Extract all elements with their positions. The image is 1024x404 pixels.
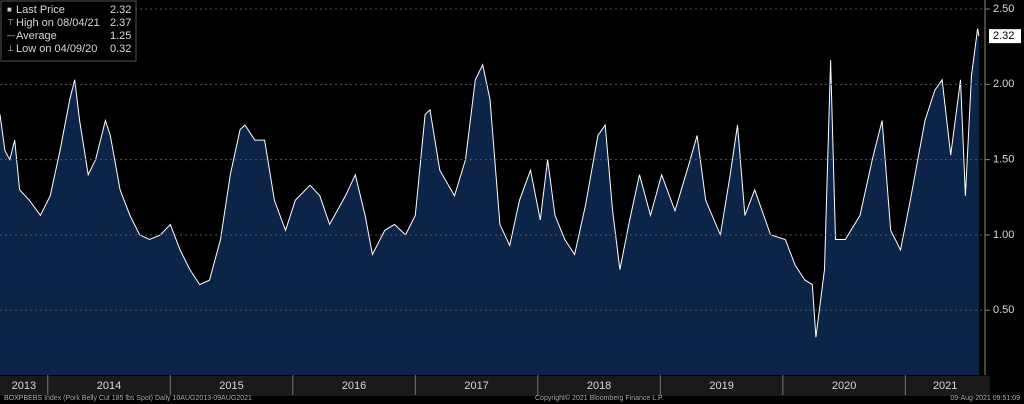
- legend-value: 2.37: [110, 17, 131, 29]
- axes: 0.50 1.00 1.50 2.00 2.50 2013 2014 2015 2016 2017…: [0, 0, 1021, 395]
- last-price-tag: [989, 29, 1021, 44]
- plot-area: [0, 28, 980, 375]
- x-tick-label: 2016: [342, 380, 366, 392]
- legend-value: 1.25: [110, 30, 131, 42]
- x-tick-label: 2021: [933, 380, 957, 392]
- legend-box: [0, 0, 137, 62]
- x-tick-label: 2015: [219, 380, 243, 392]
- y-tick-label: 2.50: [993, 3, 1014, 15]
- legend-marker: ⊤: [7, 18, 14, 27]
- legend-marker: —: [7, 31, 15, 40]
- legend: ■ Last Price 2.32 ⊤ High on 08/04/21 2.37 — Ave…: [7, 4, 131, 55]
- legend-marker: ■: [7, 5, 12, 14]
- area: [0, 28, 979, 375]
- last-price-label: 2.32: [993, 30, 1014, 42]
- y-tick-label: 1.50: [993, 154, 1014, 166]
- footer-ticker: BOXPBEBS Index (Pork Belly Cut 185 lbs S…: [4, 395, 153, 402]
- legend-value: 0.32: [110, 43, 131, 55]
- x-tick-label: 2013: [12, 380, 36, 392]
- x-tick-label: 2017: [464, 380, 488, 392]
- legend-label: Last Price: [16, 4, 65, 16]
- legend-label: Average: [16, 30, 57, 42]
- footer-copyright: Copyright© 2021 Bloomberg Finance L.P.: [535, 394, 664, 402]
- legend-marker: ⊥: [7, 44, 14, 53]
- footer-timestamp: 09-Aug-2021 09:51:09: [950, 395, 1020, 402]
- y-tick-label: 0.50: [993, 304, 1014, 316]
- y-tick-label: 2.00: [993, 78, 1014, 90]
- x-tick-label: 2019: [709, 380, 733, 392]
- line: [0, 28, 980, 338]
- legend-label: Low on 04/09/20: [16, 43, 97, 55]
- legend-label: High on 08/04/21: [16, 17, 100, 29]
- x-axis-band: [0, 376, 990, 396]
- legend-value: 2.32: [110, 4, 131, 16]
- footer-range: Daily 10AUG2013-09AUG2021: [155, 395, 252, 402]
- x-tick-label: 2020: [832, 380, 856, 392]
- y-tick-label: 1.00: [993, 229, 1014, 241]
- x-tick-label: 2018: [587, 380, 611, 392]
- x-tick-label: 2014: [97, 380, 121, 392]
